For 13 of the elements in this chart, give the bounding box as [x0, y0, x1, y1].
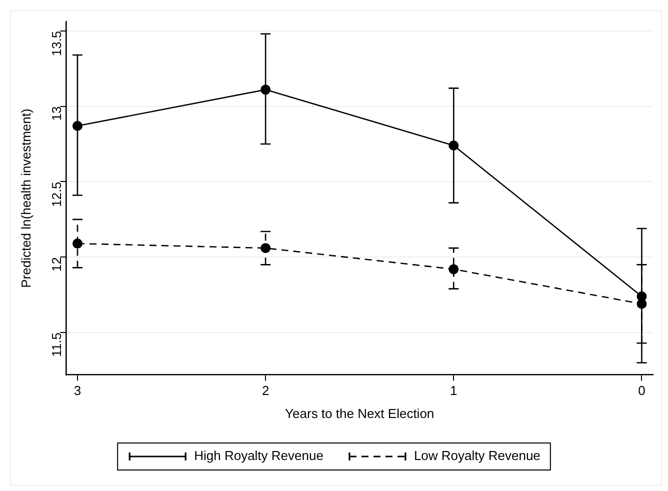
y-tick-label: 12.5 — [48, 182, 64, 208]
x-axis-title: Years to the Next Election — [285, 406, 434, 421]
y-tick-label: 11.5 — [48, 332, 64, 357]
y-tick-label: 13.5 — [48, 30, 64, 56]
legend-label: Low Royalty Revenue — [414, 448, 540, 464]
legend-label: High Royalty Revenue — [194, 448, 324, 464]
x-tick-label: 2 — [262, 383, 270, 398]
x-tick-label: 1 — [450, 383, 458, 398]
y-tick-label: 12 — [48, 257, 64, 272]
x-tick-label: 0 — [638, 383, 646, 398]
x-tick-label: 3 — [74, 383, 82, 398]
y-tick-label: 13 — [48, 106, 64, 121]
y-axis-title: Predicted ln(health investment) — [18, 108, 34, 288]
